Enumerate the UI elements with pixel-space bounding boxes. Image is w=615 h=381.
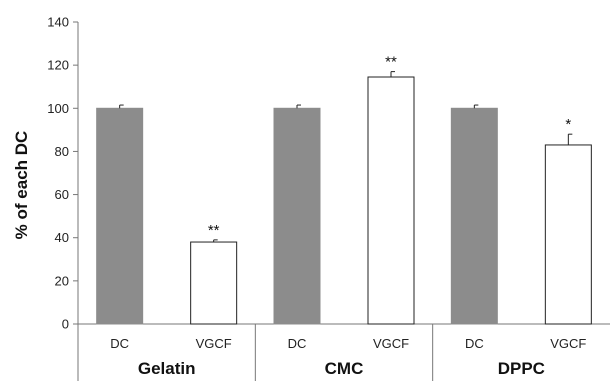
bar-category-label: VGCF	[373, 336, 409, 351]
y-tick-label: 100	[47, 101, 69, 116]
bar	[96, 107, 144, 325]
bar-category-label: VGCF	[550, 336, 586, 351]
y-tick-label: 140	[47, 15, 69, 30]
group-label: Gelatin	[138, 359, 196, 378]
group-label: CMC	[325, 359, 364, 378]
y-tick-label: 40	[55, 230, 69, 245]
y-tick-label: 20	[55, 273, 69, 288]
bar-category-label: DC	[110, 336, 129, 351]
bar-category-label: DC	[288, 336, 307, 351]
y-tick-label: 120	[47, 58, 69, 73]
bars: *****	[96, 54, 592, 325]
bar	[367, 76, 415, 325]
bar	[544, 144, 592, 325]
axes: 0 20 40 60 80 100 120 140	[47, 15, 610, 381]
bar-category-label: DC	[465, 336, 484, 351]
y-tick-label: 0	[62, 317, 69, 332]
bar	[190, 241, 238, 325]
y-tick-label: 80	[55, 144, 69, 159]
significance-mark: **	[208, 222, 220, 239]
significance-mark: **	[385, 54, 397, 71]
y-tick-label: 60	[55, 187, 69, 202]
significance-mark: *	[565, 116, 571, 133]
bar-category-label: VGCF	[196, 336, 232, 351]
bar	[273, 107, 321, 325]
group-label: DPPC	[498, 359, 545, 378]
y-axis-label: % of each DC	[12, 131, 31, 240]
bar	[450, 107, 498, 325]
